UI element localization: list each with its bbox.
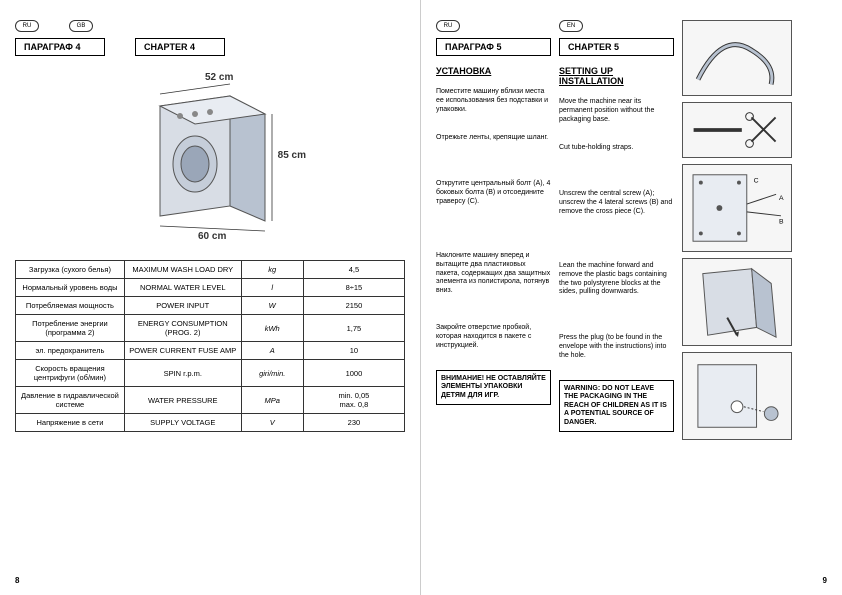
para-en-3: Lean the machine forward and remove the … bbox=[559, 262, 674, 318]
table-cell: V bbox=[241, 414, 303, 432]
dim-depth: 52 cm bbox=[205, 72, 233, 83]
lang-badge-ru: RU bbox=[436, 20, 460, 32]
table-cell: min. 0,05 max. 0,8 bbox=[303, 387, 404, 414]
page-number: 9 bbox=[823, 576, 827, 585]
page-left: RU GB ПАРАГРАФ 4 CHAPTER 4 52 cm 85 cm 6… bbox=[0, 0, 421, 595]
illus-plug-hole bbox=[682, 352, 792, 440]
table-cell: POWER CURRENT FUSE AMP bbox=[124, 342, 241, 360]
table-cell: kWh bbox=[241, 315, 303, 342]
para-en-4: Press the plug (to be found in the envel… bbox=[559, 334, 674, 364]
page-number: 8 bbox=[15, 576, 19, 585]
table-cell: 10 bbox=[303, 342, 404, 360]
col-en: EN CHAPTER 5 SETTING UP INSTALLATION Mov… bbox=[559, 20, 674, 575]
table-row: Потребление энергии (программа 2)ENERGY … bbox=[16, 315, 405, 342]
lang-badge-gb: GB bbox=[69, 20, 93, 32]
col-illustrations: C A B bbox=[682, 20, 802, 575]
table-row: Напряжение в сетиSUPPLY VOLTAGEV230 bbox=[16, 414, 405, 432]
para-ru-3: Наклоните машину вперед и вытащите два п… bbox=[436, 252, 551, 308]
dim-height: 85 cm bbox=[278, 150, 306, 161]
table-cell: kg bbox=[241, 261, 303, 279]
chapter-en: CHAPTER 4 bbox=[135, 38, 225, 56]
table-cell: NORMAL WATER LEVEL bbox=[124, 279, 241, 297]
table-cell: MPa bbox=[241, 387, 303, 414]
chapter-row: ПАРАГРАФ 4 CHAPTER 4 bbox=[15, 38, 405, 56]
table-cell: 4,5 bbox=[303, 261, 404, 279]
table-cell: 2150 bbox=[303, 297, 404, 315]
warning-en: WARNING: DO NOT LEAVE THE PACKAGING IN T… bbox=[559, 380, 674, 432]
warning-ru: ВНИМАНИЕ! НЕ ОСТАВЛЯЙТЕ ЭЛЕМЕНТЫ УПАКОВК… bbox=[436, 370, 551, 405]
svg-text:C: C bbox=[754, 178, 759, 185]
table-cell: 1,75 bbox=[303, 315, 404, 342]
para-en-2: Unscrew the central screw (A); unscrew t… bbox=[559, 190, 674, 246]
table-cell: 230 bbox=[303, 414, 404, 432]
table-cell: Нормальный уровень воды bbox=[16, 279, 125, 297]
table-cell: W bbox=[241, 297, 303, 315]
table-cell: giri/min. bbox=[241, 360, 303, 387]
illus-hose bbox=[682, 20, 792, 96]
table-cell: эл. предохранитель bbox=[16, 342, 125, 360]
table-cell: Загрузка (сухого белья) bbox=[16, 261, 125, 279]
table-row: Загрузка (сухого белья)MAXIMUM WASH LOAD… bbox=[16, 261, 405, 279]
col-ru: RU ПАРАГРАФ 5 УСТАНОВКА Поместите машину… bbox=[436, 20, 551, 575]
table-cell: WATER PRESSURE bbox=[124, 387, 241, 414]
table-cell: SPIN r.p.m. bbox=[124, 360, 241, 387]
washer-icon bbox=[120, 66, 300, 246]
chapter-en: CHAPTER 5 bbox=[559, 38, 674, 56]
para-ru-4: Закройте отверстие пробкой, которая нахо… bbox=[436, 324, 551, 354]
illus-unscrew: C A B bbox=[682, 164, 792, 252]
table-cell: Давление в гидравлической системе bbox=[16, 387, 125, 414]
table-cell: l bbox=[241, 279, 303, 297]
table-cell: Скорость вращения центрифуги (об/мин) bbox=[16, 360, 125, 387]
table-row: эл. предохранительPOWER CURRENT FUSE AMP… bbox=[16, 342, 405, 360]
table-cell: 8÷15 bbox=[303, 279, 404, 297]
page-right: RU ПАРАГРАФ 5 УСТАНОВКА Поместите машину… bbox=[421, 0, 842, 595]
illus-lean-forward bbox=[682, 258, 792, 346]
spec-table: Загрузка (сухого белья)MAXIMUM WASH LOAD… bbox=[15, 260, 405, 432]
table-cell: ENERGY CONSUMPTION (PROG. 2) bbox=[124, 315, 241, 342]
table-cell: Напряжение в сети bbox=[16, 414, 125, 432]
table-row: Потребляемая мощностьPOWER INPUTW2150 bbox=[16, 297, 405, 315]
table-row: Нормальный уровень водыNORMAL WATER LEVE… bbox=[16, 279, 405, 297]
svg-text:A: A bbox=[779, 195, 784, 202]
table-row: Скорость вращения центрифуги (об/мин)SPI… bbox=[16, 360, 405, 387]
table-cell: A bbox=[241, 342, 303, 360]
para-en-0: Move the machine near its permanent posi… bbox=[559, 98, 674, 128]
table-cell: MAXIMUM WASH LOAD DRY bbox=[124, 261, 241, 279]
table-row: Давление в гидравлической системеWATER P… bbox=[16, 387, 405, 414]
illus-cut-straps bbox=[682, 102, 792, 158]
heading-en: SETTING UP INSTALLATION bbox=[559, 66, 674, 86]
dim-width: 60 cm bbox=[198, 231, 226, 242]
lang-row: RU GB bbox=[15, 20, 405, 32]
lang-badge-ru: RU bbox=[15, 20, 39, 32]
table-cell: Потребление энергии (программа 2) bbox=[16, 315, 125, 342]
table-cell: POWER INPUT bbox=[124, 297, 241, 315]
table-cell: SUPPLY VOLTAGE bbox=[124, 414, 241, 432]
chapter-ru: ПАРАГРАФ 4 bbox=[15, 38, 105, 56]
para-ru-0: Поместите машину вблизи места ее использ… bbox=[436, 88, 551, 118]
para-ru-2: Открутите центральный болт (A), 4 боковы… bbox=[436, 180, 551, 236]
para-ru-1: Отрежьте ленты, крепящие шланг. bbox=[436, 134, 551, 164]
chapter-ru: ПАРАГРАФ 5 bbox=[436, 38, 551, 56]
lang-badge-en: EN bbox=[559, 20, 583, 32]
para-en-1: Cut tube-holding straps. bbox=[559, 144, 674, 174]
table-cell: Потребляемая мощность bbox=[16, 297, 125, 315]
svg-text:B: B bbox=[779, 219, 784, 226]
washer-diagram: 52 cm 85 cm 60 cm bbox=[120, 66, 300, 246]
heading-ru: УСТАНОВКА bbox=[436, 66, 551, 76]
table-cell: 1000 bbox=[303, 360, 404, 387]
